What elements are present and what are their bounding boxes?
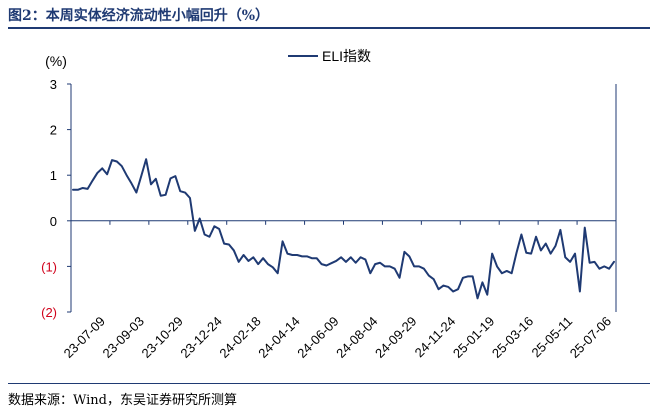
legend: ELI指数 [288,48,371,64]
y-tick-label: (1) [41,259,57,274]
x-tick-label: 24-09-29 [372,314,419,361]
series-line-eli [72,158,615,300]
source-note: 数据来源：Wind，东吴证券研究所测算 [8,393,237,408]
x-tick-label: 24-11-24 [412,314,459,361]
x-tick-label: 25-01-19 [450,314,497,361]
x-tick-label: 24-02-18 [216,314,263,361]
y-tick-label: (2) [41,305,57,320]
legend-label-eli: ELI指数 [322,48,371,64]
plot-frame [70,84,617,312]
x-tick-label: 23-12-24 [177,314,224,361]
y-tick-label: 0 [50,214,57,229]
x-tick-label: 24-08-04 [333,314,380,361]
title-rule [8,27,650,29]
figure-title: 图2：本周实体经济流动性小幅回升（%） [8,8,270,24]
y-tick-label: 3 [50,77,57,92]
y-tick-label: 2 [50,123,57,138]
y-axis-ticks: 3 2 1 0 (1) (2) [41,77,71,320]
x-tick-label: 23-07-09 [61,314,108,361]
x-tick-label: 25-03-16 [489,314,536,361]
y-axis-label: (%) [45,53,67,69]
y-tick-label: 1 [50,168,57,183]
x-axis-ticks: 23-07-0923-09-0323-10-2923-12-2424-02-18… [61,220,617,361]
x-tick-label: 25-05-11 [528,314,575,361]
x-tick-label: 24-04-14 [255,314,302,361]
x-tick-label: 24-06-09 [294,314,341,361]
x-tick-label: 23-10-29 [138,314,185,361]
x-tick-label: 25-07-06 [567,314,614,361]
footer-rule [8,383,650,384]
x-tick-label: 23-09-03 [100,314,147,361]
